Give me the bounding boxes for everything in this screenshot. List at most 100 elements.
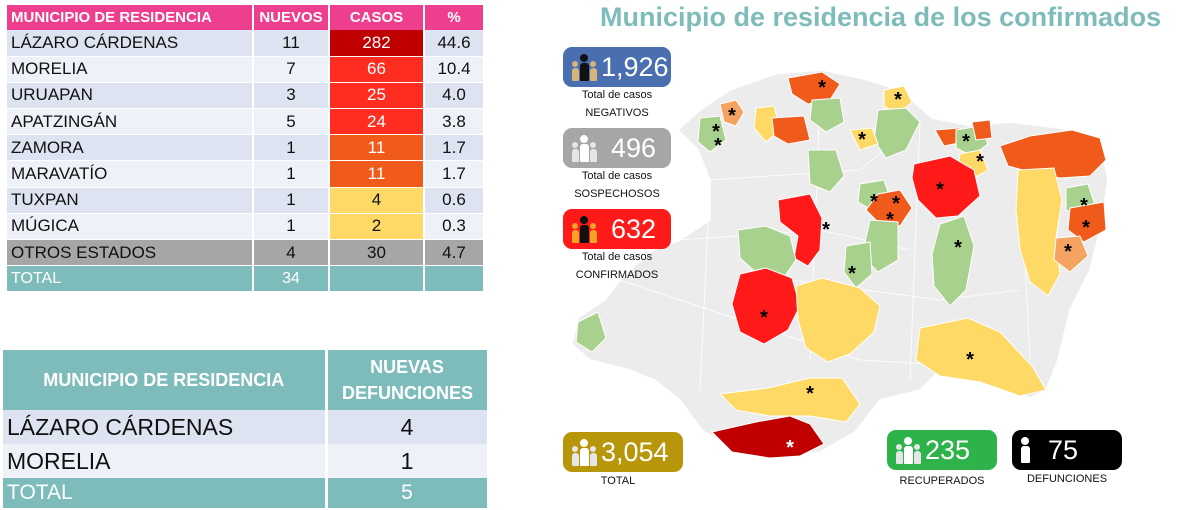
confirmados-label-line2: CONFIRMADOS bbox=[575, 269, 659, 281]
total-pct-empty bbox=[424, 265, 485, 293]
negativos-label: Total de casos NEGATIVOS bbox=[563, 86, 671, 122]
map-municipality-region bbox=[697, 115, 727, 153]
map-municipality-region bbox=[911, 155, 981, 219]
people-icon bbox=[571, 53, 597, 81]
row-nuevos: 1 bbox=[253, 213, 330, 241]
table-row-total: TOTAL 34 bbox=[7, 265, 485, 293]
row-municipio: LÁZARO CÁRDENAS bbox=[3, 410, 328, 444]
row-nuevos: 11 bbox=[253, 30, 330, 57]
map-municipality-region bbox=[843, 241, 873, 289]
row-municipio: MÚGICA bbox=[7, 213, 254, 241]
row-defunciones: 4 bbox=[326, 410, 490, 444]
total-casos-empty bbox=[329, 265, 425, 293]
header-casos: CASOS bbox=[329, 5, 425, 30]
map-municipality-region bbox=[1015, 167, 1063, 297]
table-row: LÁZARO CÁRDENAS 11 282 44.6 bbox=[7, 30, 485, 57]
row-pct: 4.7 bbox=[424, 239, 485, 267]
map-municipality-region bbox=[809, 97, 845, 133]
death-marker: * bbox=[728, 105, 736, 127]
row-casos: 25 bbox=[329, 82, 425, 110]
row-casos: 4 bbox=[329, 187, 425, 214]
row-pct: 10.4 bbox=[424, 56, 485, 83]
row-pct: 0.3 bbox=[424, 213, 485, 241]
people-icon bbox=[571, 215, 597, 243]
table-row: ZAMORA 1 11 1.7 bbox=[7, 134, 485, 162]
negativos-label-line2: NEGATIVOS bbox=[585, 107, 649, 119]
map-municipality-region bbox=[771, 115, 811, 145]
death-marker: * bbox=[818, 77, 826, 99]
row-municipio: APATZINGÁN bbox=[7, 108, 254, 136]
recuperados-badge: 235 bbox=[887, 430, 997, 470]
death-marker: * bbox=[848, 263, 856, 285]
death-marker: * bbox=[976, 151, 984, 173]
table-row-otros-estados: OTROS ESTADOS 4 30 4.7 bbox=[7, 239, 485, 267]
death-marker: * bbox=[962, 131, 970, 153]
row-nuevos: 1 bbox=[253, 187, 330, 214]
death-marker: * bbox=[1080, 195, 1088, 217]
table-row: TUXPAN 1 4 0.6 bbox=[7, 187, 485, 214]
table-row: MORELIA 7 66 10.4 bbox=[7, 56, 485, 83]
confirmados-label: Total de casos CONFIRMADOS bbox=[563, 248, 671, 284]
death-marker: * bbox=[966, 349, 974, 371]
recuperados-value: 235 bbox=[925, 434, 971, 465]
total-label: TOTAL bbox=[600, 475, 636, 487]
row-pct: 1.7 bbox=[424, 160, 485, 188]
map-municipality-region bbox=[718, 377, 861, 423]
death-marker: * bbox=[936, 179, 944, 201]
defunciones-badge: 75 bbox=[1012, 430, 1122, 470]
row-pct: 3.8 bbox=[424, 108, 485, 136]
table-row: MÚGICA 1 2 0.3 bbox=[7, 213, 485, 241]
map-title: Municipio de residencia de los confirmad… bbox=[600, 2, 1162, 32]
row-municipio: LÁZARO CÁRDENAS bbox=[7, 30, 254, 57]
negativos-label-line1: Total de casos bbox=[581, 89, 653, 101]
michoacan-map: ***** * **** ************ bbox=[571, 69, 1109, 459]
map-municipality-region bbox=[719, 99, 745, 127]
row-pct: 4.0 bbox=[424, 82, 485, 110]
negativos-badge: 1,926 bbox=[563, 47, 671, 87]
total-nuevos: 34 bbox=[253, 265, 330, 293]
row-nuevos: 4 bbox=[253, 239, 330, 267]
row-municipio: MARAVATÍO bbox=[7, 160, 254, 188]
table-row: APATZINGÁN 5 24 3.8 bbox=[7, 108, 485, 136]
table-header-row: MUNICIPIO DE RESIDENCIA NUEVOS CASOS % bbox=[7, 5, 485, 30]
map-municipality-region bbox=[849, 127, 879, 151]
row-casos: 24 bbox=[329, 108, 425, 136]
row-casos: 66 bbox=[329, 56, 425, 83]
deaths-by-municipality-table: MUNICIPIO DE RESIDENCIA NUEVAS DEFUNCION… bbox=[3, 350, 490, 508]
row-casos: 282 bbox=[329, 30, 425, 57]
header-municipio: MUNICIPIO DE RESIDENCIA bbox=[7, 5, 254, 30]
header-nuevos: NUEVOS bbox=[253, 5, 330, 30]
confirmados-badge: 632 bbox=[563, 209, 671, 249]
row-nuevos: 5 bbox=[253, 108, 330, 136]
death-marker: * bbox=[714, 135, 722, 157]
map-municipality-region bbox=[915, 317, 1047, 397]
table-row: LÁZARO CÁRDENAS 4 bbox=[3, 410, 490, 444]
total-label: TOTAL bbox=[7, 265, 254, 293]
row-nuevos: 3 bbox=[253, 82, 330, 110]
table-row-total: TOTAL 5 bbox=[3, 478, 490, 508]
row-municipio: TUXPAN bbox=[7, 187, 254, 214]
row-municipio: OTROS ESTADOS bbox=[7, 239, 254, 267]
map-municipality-region bbox=[777, 193, 823, 267]
row-nuevos: 7 bbox=[253, 56, 330, 83]
row-casos: 11 bbox=[329, 134, 425, 162]
row-municipio: URUAPAN bbox=[7, 82, 254, 110]
defunciones-value: 75 bbox=[1048, 434, 1079, 465]
death-marker: * bbox=[786, 437, 794, 459]
row-municipio: MORELIA bbox=[7, 56, 254, 83]
sospechosos-badge: 496 bbox=[563, 128, 671, 168]
map-municipality-region bbox=[807, 149, 845, 193]
sospechosos-label: Total de casos SOSPECHOSOS bbox=[563, 167, 671, 203]
death-marker: * bbox=[894, 89, 902, 111]
header-nuevas-defunciones-text: NUEVAS DEFUNCIONES bbox=[342, 357, 474, 403]
row-casos: 30 bbox=[329, 239, 425, 267]
death-marker: * bbox=[892, 193, 900, 215]
map-municipality-region bbox=[575, 311, 607, 353]
map-municipality-region bbox=[931, 215, 975, 307]
map-municipality-region bbox=[711, 415, 825, 459]
table-header-row: MUNICIPIO DE RESIDENCIA NUEVAS DEFUNCION… bbox=[3, 350, 490, 410]
row-municipio: ZAMORA bbox=[7, 134, 254, 162]
death-marker: * bbox=[886, 209, 894, 231]
death-marker: * bbox=[822, 219, 830, 241]
defunciones-label: DEFUNCIONES bbox=[1026, 473, 1108, 485]
